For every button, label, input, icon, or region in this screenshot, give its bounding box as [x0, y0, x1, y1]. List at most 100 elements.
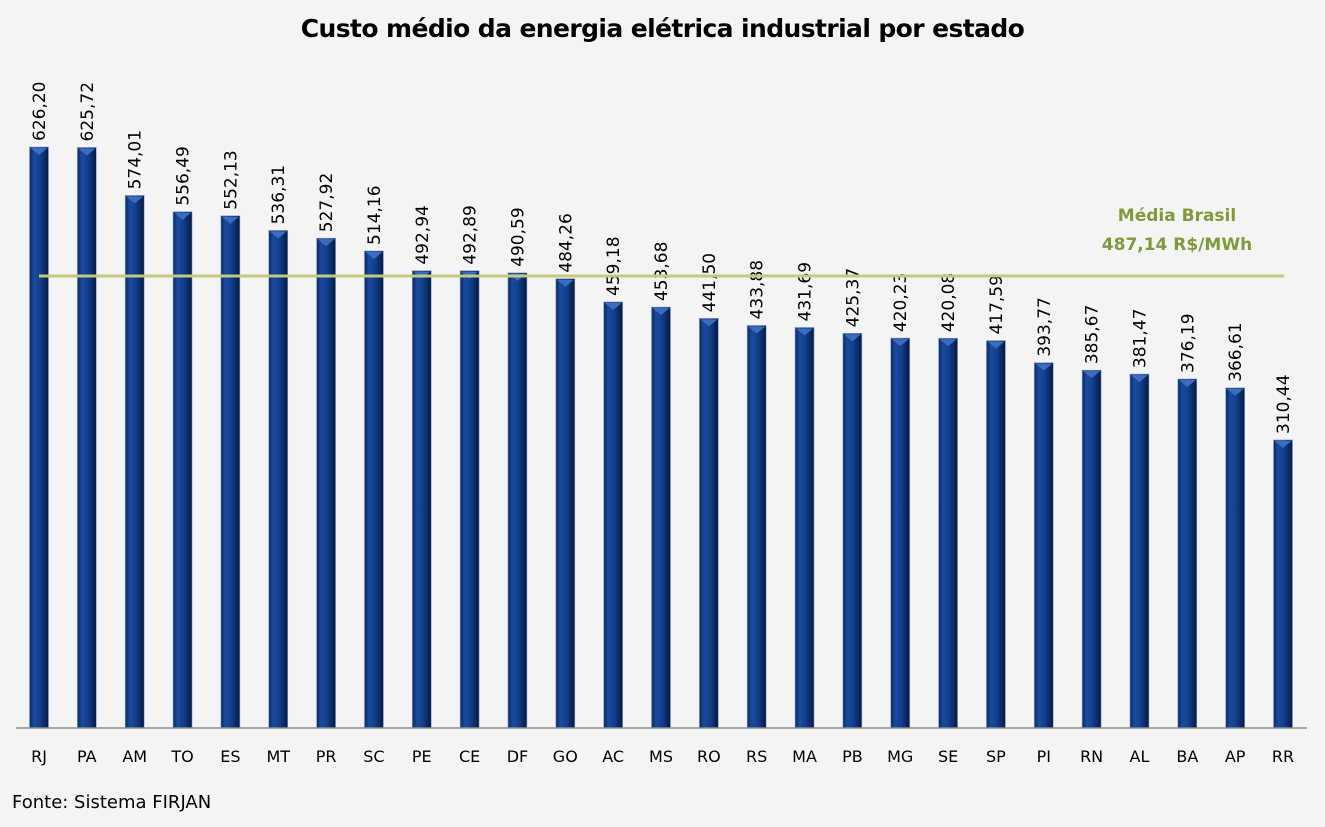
bar: [651, 306, 671, 729]
x-tick-label: PR: [316, 747, 337, 766]
x-tick-label: AL: [1130, 747, 1150, 766]
x-tick-label: SE: [938, 747, 958, 766]
bar: [555, 278, 576, 729]
bar-group-pe: 492,94 PE: [412, 205, 433, 766]
data-label: 490,59: [508, 207, 528, 266]
bar-bevel: [78, 148, 96, 156]
x-tick-label: DF: [507, 747, 529, 766]
data-label: 552,13: [221, 150, 241, 209]
data-label: 431,69: [796, 262, 816, 321]
x-tick-label: RR: [1272, 747, 1294, 766]
data-label: 492,89: [461, 205, 481, 264]
bar-bevel: [748, 326, 766, 334]
bar-group-se: 420,08 SE: [938, 273, 959, 766]
x-tick-label: SP: [986, 747, 1006, 766]
bar-bevel: [939, 339, 957, 347]
data-label: 433,88: [748, 260, 768, 319]
bar-group-sp: 417,59 SP: [986, 275, 1007, 766]
average-label-title: Média Brasil: [1118, 206, 1236, 226]
x-tick-label: CE: [459, 747, 480, 766]
bar-group-am: 574,01 AM: [122, 130, 147, 766]
bar: [1081, 369, 1102, 729]
data-label: 425,37: [843, 268, 863, 327]
average-label-value: 487,14 R$/MWh: [1102, 235, 1252, 255]
bar-group-sc: 514,16 SC: [363, 185, 385, 766]
x-tick-label: MA: [792, 747, 817, 766]
bar-bevel: [221, 216, 239, 224]
bar: [77, 147, 97, 729]
source-note: Fonte: Sistema FIRJAN: [12, 792, 212, 813]
bar-group-ro: 441,50 RO: [697, 253, 721, 766]
bar-bevel: [796, 328, 814, 336]
bar-group-rs: 433,88 RS: [746, 260, 768, 766]
bar-group-ap: 366,61 AP: [1225, 322, 1246, 766]
bar-bevel: [1178, 379, 1196, 387]
bar-group-ce: 492,89 CE: [459, 205, 481, 766]
bar: [699, 318, 719, 729]
bar-bevel: [1035, 363, 1053, 371]
bar: [890, 337, 911, 729]
bar-group-mg: 420,23 MG: [887, 273, 913, 766]
bar: [1177, 378, 1198, 729]
data-label: 484,26: [556, 213, 576, 272]
data-label: 492,94: [413, 205, 433, 264]
bar-bevel: [1226, 388, 1244, 396]
x-tick-label: AM: [122, 747, 147, 766]
bar-bevel: [126, 196, 144, 204]
bar: [603, 301, 623, 729]
bar-bevel: [174, 212, 192, 220]
data-label: 381,47: [1130, 309, 1150, 368]
bar-bevel: [652, 308, 670, 316]
bar: [794, 327, 815, 729]
bar: [459, 270, 480, 729]
x-tick-label: MS: [649, 747, 673, 766]
x-tick-label: RS: [746, 747, 767, 766]
bar-group-al: 381,47 AL: [1130, 309, 1151, 766]
bar-group-pb: 425,37 PB: [842, 268, 863, 766]
bar-bevel: [843, 334, 861, 342]
data-label: 459,18: [604, 236, 624, 295]
data-label: 417,59: [987, 275, 1007, 334]
x-tick-label: RN: [1080, 747, 1103, 766]
data-label: 420,08: [939, 273, 959, 332]
bar-group-mt: 536,31 MT: [266, 165, 290, 766]
data-label: 625,72: [78, 82, 98, 141]
bar: [268, 230, 289, 729]
bar: [172, 211, 193, 729]
bar-group-ms: 453,68 MS: [649, 242, 673, 766]
x-tick-label: BA: [1176, 747, 1198, 766]
data-label: 393,77: [1035, 297, 1055, 356]
data-label: 574,01: [126, 130, 146, 189]
data-label: 385,67: [1083, 305, 1103, 364]
data-label: 453,68: [652, 242, 672, 301]
bar: [842, 333, 863, 729]
x-tick-label: AC: [602, 747, 624, 766]
bar-group-to: 556,49 TO: [170, 146, 193, 766]
bar-bevel: [604, 302, 622, 310]
bar: [507, 272, 528, 729]
bar: [29, 146, 49, 729]
bar-group-df: 490,59 DF: [507, 207, 529, 766]
data-label: 420,23: [891, 273, 911, 332]
data-label: 626,20: [30, 82, 50, 141]
bar-group-pr: 527,92 PR: [316, 173, 337, 766]
data-label: 527,92: [317, 173, 337, 232]
bar-bevel: [1130, 375, 1148, 383]
x-tick-label: PB: [842, 747, 863, 766]
bar-bevel: [700, 319, 718, 327]
x-tick-label: AP: [1225, 747, 1246, 766]
bar-bevel: [269, 231, 287, 239]
data-label: 376,19: [1178, 313, 1198, 372]
bar-group-pi: 393,77 PI: [1033, 297, 1055, 766]
bar: [316, 237, 336, 729]
bar-group-ma: 431,69 MA: [792, 262, 817, 766]
bar: [411, 270, 432, 729]
x-tick-label: GO: [553, 747, 578, 766]
x-tick-label: MG: [887, 747, 913, 766]
bar-bevel: [1274, 440, 1292, 448]
x-tick-label: RO: [697, 747, 721, 766]
x-tick-label: SC: [363, 747, 384, 766]
bar-bevel: [987, 341, 1005, 349]
data-label: 536,31: [269, 165, 289, 224]
